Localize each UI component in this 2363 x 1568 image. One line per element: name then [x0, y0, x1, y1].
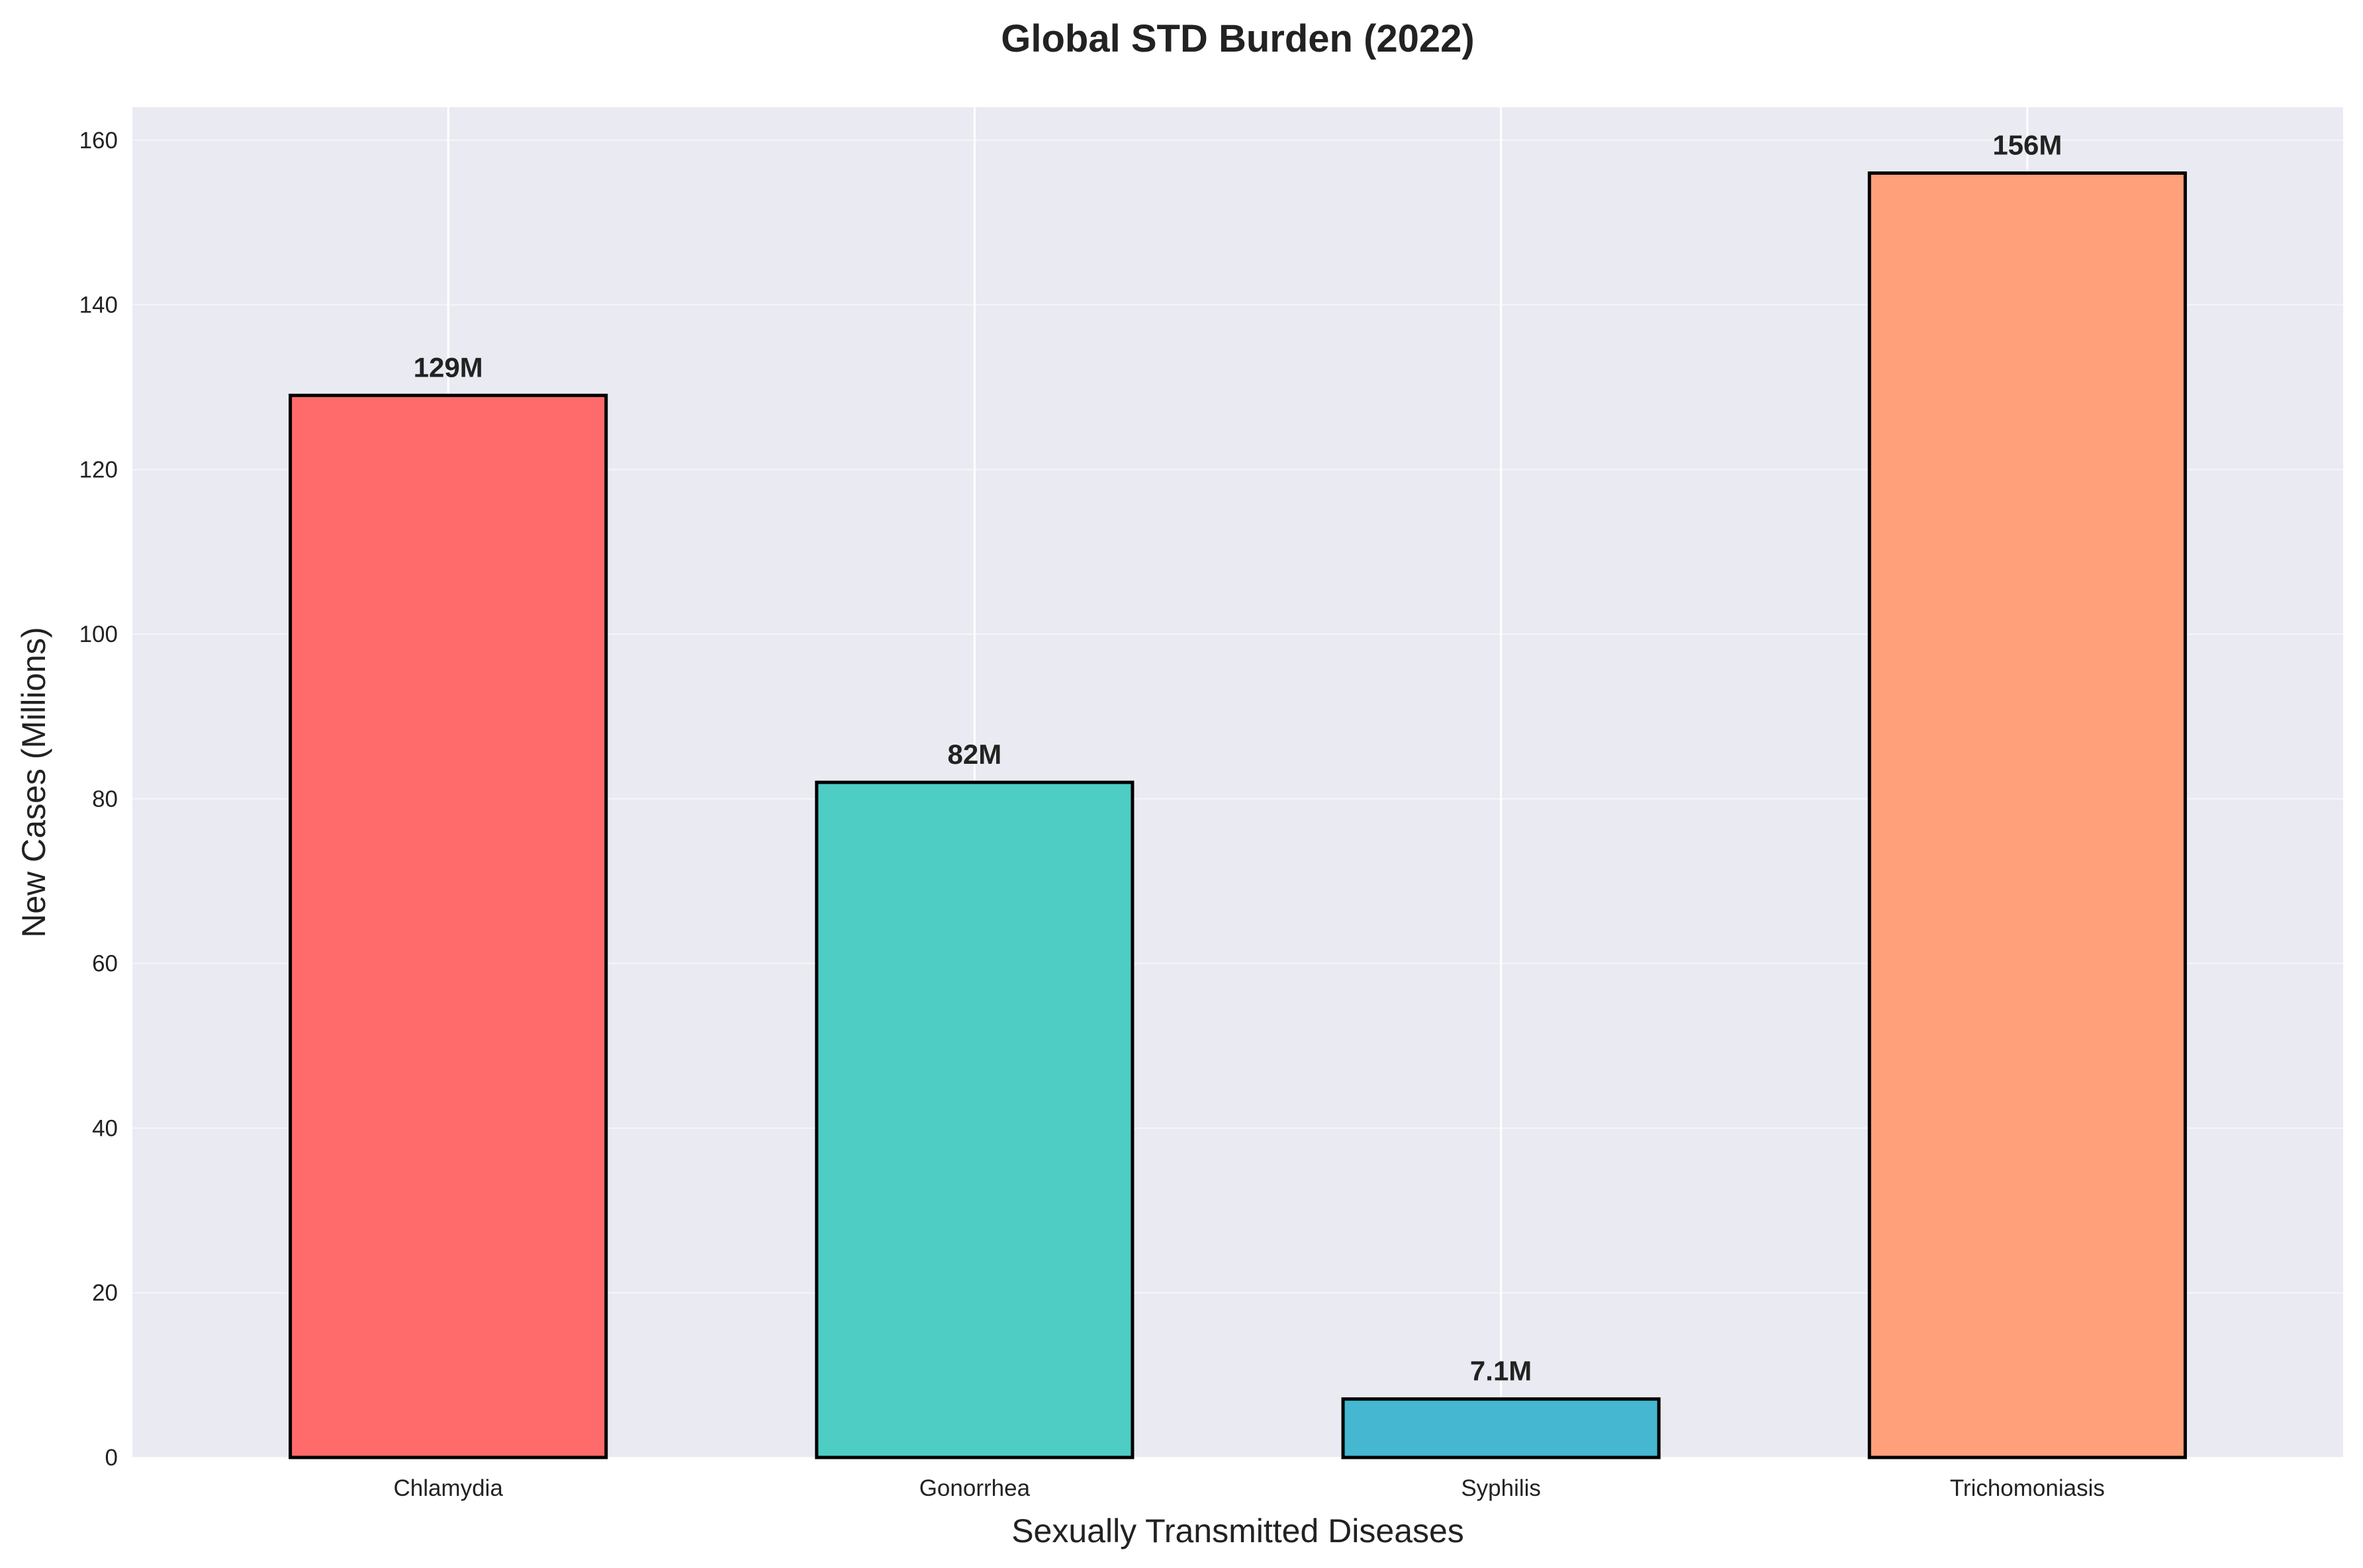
data-label: 129M — [414, 351, 483, 383]
y-tick-label: 20 — [92, 1280, 118, 1306]
bar-gonorrhea — [815, 780, 1135, 1459]
bar-chlamydia — [289, 393, 608, 1459]
x-tick-label: Syphilis — [1461, 1475, 1541, 1501]
y-tick-label: 160 — [79, 128, 118, 154]
bars — [289, 171, 2187, 1459]
bar-trichomoniasis — [1867, 171, 2187, 1459]
data-label: 7.1M — [1470, 1356, 1532, 1387]
x-axis-ticks: Chlamydia Gonorrhea Syphilis Trichomoniasis — [393, 1475, 2104, 1501]
y-tick-label: 60 — [92, 951, 118, 977]
y-tick-label: 40 — [92, 1115, 118, 1141]
y-tick-label: 80 — [92, 786, 118, 812]
data-label: 82M — [948, 739, 1002, 770]
y-axis-label: New Cases (Millions) — [15, 627, 52, 938]
x-tick-label: Gonorrhea — [919, 1475, 1031, 1501]
x-axis-label: Sexually Transmitted Diseases — [1011, 1512, 1464, 1549]
x-tick-label: Chlamydia — [393, 1475, 503, 1501]
y-tick-label: 100 — [79, 622, 118, 647]
data-labels: 129M 82M 7.1M 156M — [414, 130, 2062, 1387]
bar-syphilis — [1341, 1397, 1661, 1459]
chart-title: Global STD Burden (2022) — [1001, 17, 1474, 60]
y-tick-label: 140 — [79, 293, 118, 318]
y-tick-label: 0 — [105, 1445, 118, 1471]
y-tick-label: 120 — [79, 457, 118, 483]
y-axis-ticks: 0 20 40 60 80 100 120 140 160 — [79, 128, 118, 1471]
x-tick-label: Trichomoniasis — [1950, 1475, 2105, 1501]
data-label: 156M — [1992, 130, 2062, 161]
